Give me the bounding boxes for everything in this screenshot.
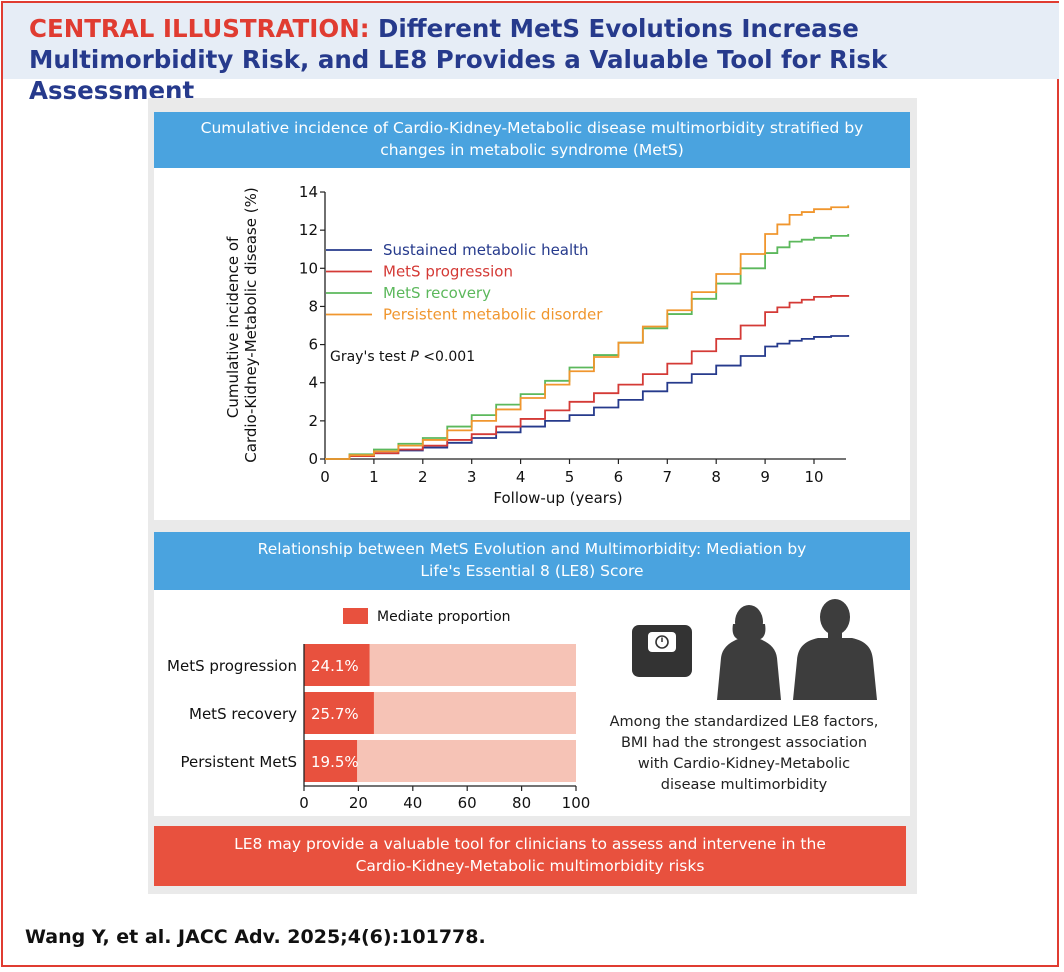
caption-line1: Among the standardized LE8 factors, (609, 714, 879, 730)
legend-label-2: MetS recovery (383, 284, 491, 302)
x-tick-label: 10 (804, 468, 823, 486)
bar-x-tick-label: 40 (403, 794, 422, 812)
bar-x-tick-label: 80 (512, 794, 531, 812)
bar-chart-axis: 0 20 40 60 80 100 (299, 644, 590, 812)
le8-bmi-caption: Among the standardized LE8 factors, BMI … (606, 712, 882, 796)
figure-title: CENTRAL ILLUSTRATION: Different MetS Evo… (29, 13, 1049, 106)
bar-category-label-0: MetS progression (167, 657, 297, 675)
x-tick-label: 5 (565, 468, 575, 486)
legend-label-0: Sustained metabolic health (383, 241, 589, 259)
caption-line2: BMI had the strongest association (620, 735, 868, 751)
bar-value-label-0: 24.1% (311, 657, 359, 675)
title-lead: CENTRAL ILLUSTRATION: (29, 14, 370, 43)
caption-line4: disease multimorbidity (660, 777, 828, 793)
grays-test-prefix: Gray's test (330, 349, 410, 365)
title-line2: Multimorbidity Risk, and LE8 Provides a … (29, 45, 888, 105)
bar-x-tick-label: 20 (349, 794, 368, 812)
bar-1 (304, 692, 374, 734)
bathroom-scale-icon (632, 625, 692, 677)
x-tick-label: 1 (369, 468, 379, 486)
panel1-title-line1: Cumulative incidence of Cardio-Kidney-Me… (200, 119, 864, 137)
bar-x-tick-label: 60 (458, 794, 477, 812)
citation: Wang Y, et al. JACC Adv. 2025;4(6):10177… (25, 926, 486, 948)
grays-test-annotation: Gray's test P <0.001 (330, 349, 475, 365)
x-tick-label: 8 (711, 468, 721, 486)
x-tick-label: 6 (614, 468, 624, 486)
panel2-title-line1: Relationship between MetS Evolution and … (257, 540, 807, 558)
y-tick-label: 8 (308, 297, 318, 315)
title-line1: Different MetS Evolutions Increase (378, 14, 859, 43)
grays-test-p: P (410, 349, 419, 365)
conclusion-banner: LE8 may provide a valuable tool for clin… (154, 826, 906, 886)
conclusion-line1: LE8 may provide a valuable tool for clin… (234, 835, 826, 853)
y-tick-label: 6 (308, 336, 318, 354)
bar-0 (304, 644, 370, 686)
bar-legend-label: Mediate proportion (377, 609, 511, 625)
bar-x-tick-label: 100 (562, 794, 591, 812)
y-tick-label: 12 (299, 221, 318, 239)
bar-2 (304, 740, 358, 782)
y-tick-label: 10 (299, 259, 318, 277)
x-tick-label: 0 (320, 468, 330, 486)
x-tick-label: 9 (760, 468, 770, 486)
x-tick-label: 2 (418, 468, 428, 486)
bar-value-label-2: 19.5% (311, 753, 359, 771)
line-chart-series (325, 205, 850, 460)
female-silhouette-icon (717, 605, 781, 700)
bar-value-label-1: 25.7% (311, 705, 359, 723)
panel1-title-line2: changes in metabolic syndrome (MetS) (380, 141, 684, 159)
x-tick-label: 3 (467, 468, 477, 486)
bar-chart-bars: 24.1% MetS progression 25.7% MetS recovery 1… (167, 644, 576, 782)
panel1-title-bar: Cumulative incidence of Cardio-Kidney-Me… (154, 112, 910, 168)
bar-category-label-2: Persistent MetS (180, 753, 297, 771)
panel2-title-line2: Life's Essential 8 (LE8) Score (420, 562, 644, 580)
legend-swatch (343, 608, 368, 624)
y-axis-label-line2: Cardio-Kidney-Metabolic disease (%) (242, 187, 260, 462)
male-silhouette-icon (793, 599, 877, 700)
line-chart-legend: Sustained metabolic health MetS progressi… (326, 241, 603, 324)
bar-x-tick-label: 0 (299, 794, 309, 812)
panel2-title-bar: Relationship between MetS Evolution and … (154, 532, 910, 590)
legend-label-3: Persistent metabolic disorder (383, 306, 603, 324)
caption-line3: with Cardio-Kidney-Metabolic (637, 756, 851, 772)
y-tick-label: 4 (308, 374, 318, 392)
series-line-3 (325, 205, 850, 460)
grays-test-suffix: <0.001 (419, 349, 475, 365)
x-axis-label: Follow-up (years) (493, 489, 622, 507)
y-tick-label: 14 (299, 183, 318, 201)
y-axis-label: Cumulative incidence of Cardio-Kidney-Me… (224, 187, 260, 462)
x-tick-label: 4 (516, 468, 526, 486)
conclusion-line2: Cardio-Kidney-Metabolic multimorbidity r… (355, 857, 705, 875)
y-tick-label: 0 (308, 450, 318, 468)
y-axis-label-line1: Cumulative incidence of (224, 236, 242, 418)
header: CENTRAL ILLUSTRATION: Different MetS Evo… (3, 3, 1059, 105)
legend-label-1: MetS progression (383, 263, 513, 281)
x-tick-label: 7 (663, 468, 673, 486)
bar-category-label-1: MetS recovery (189, 705, 297, 723)
y-tick-label: 2 (308, 412, 318, 430)
